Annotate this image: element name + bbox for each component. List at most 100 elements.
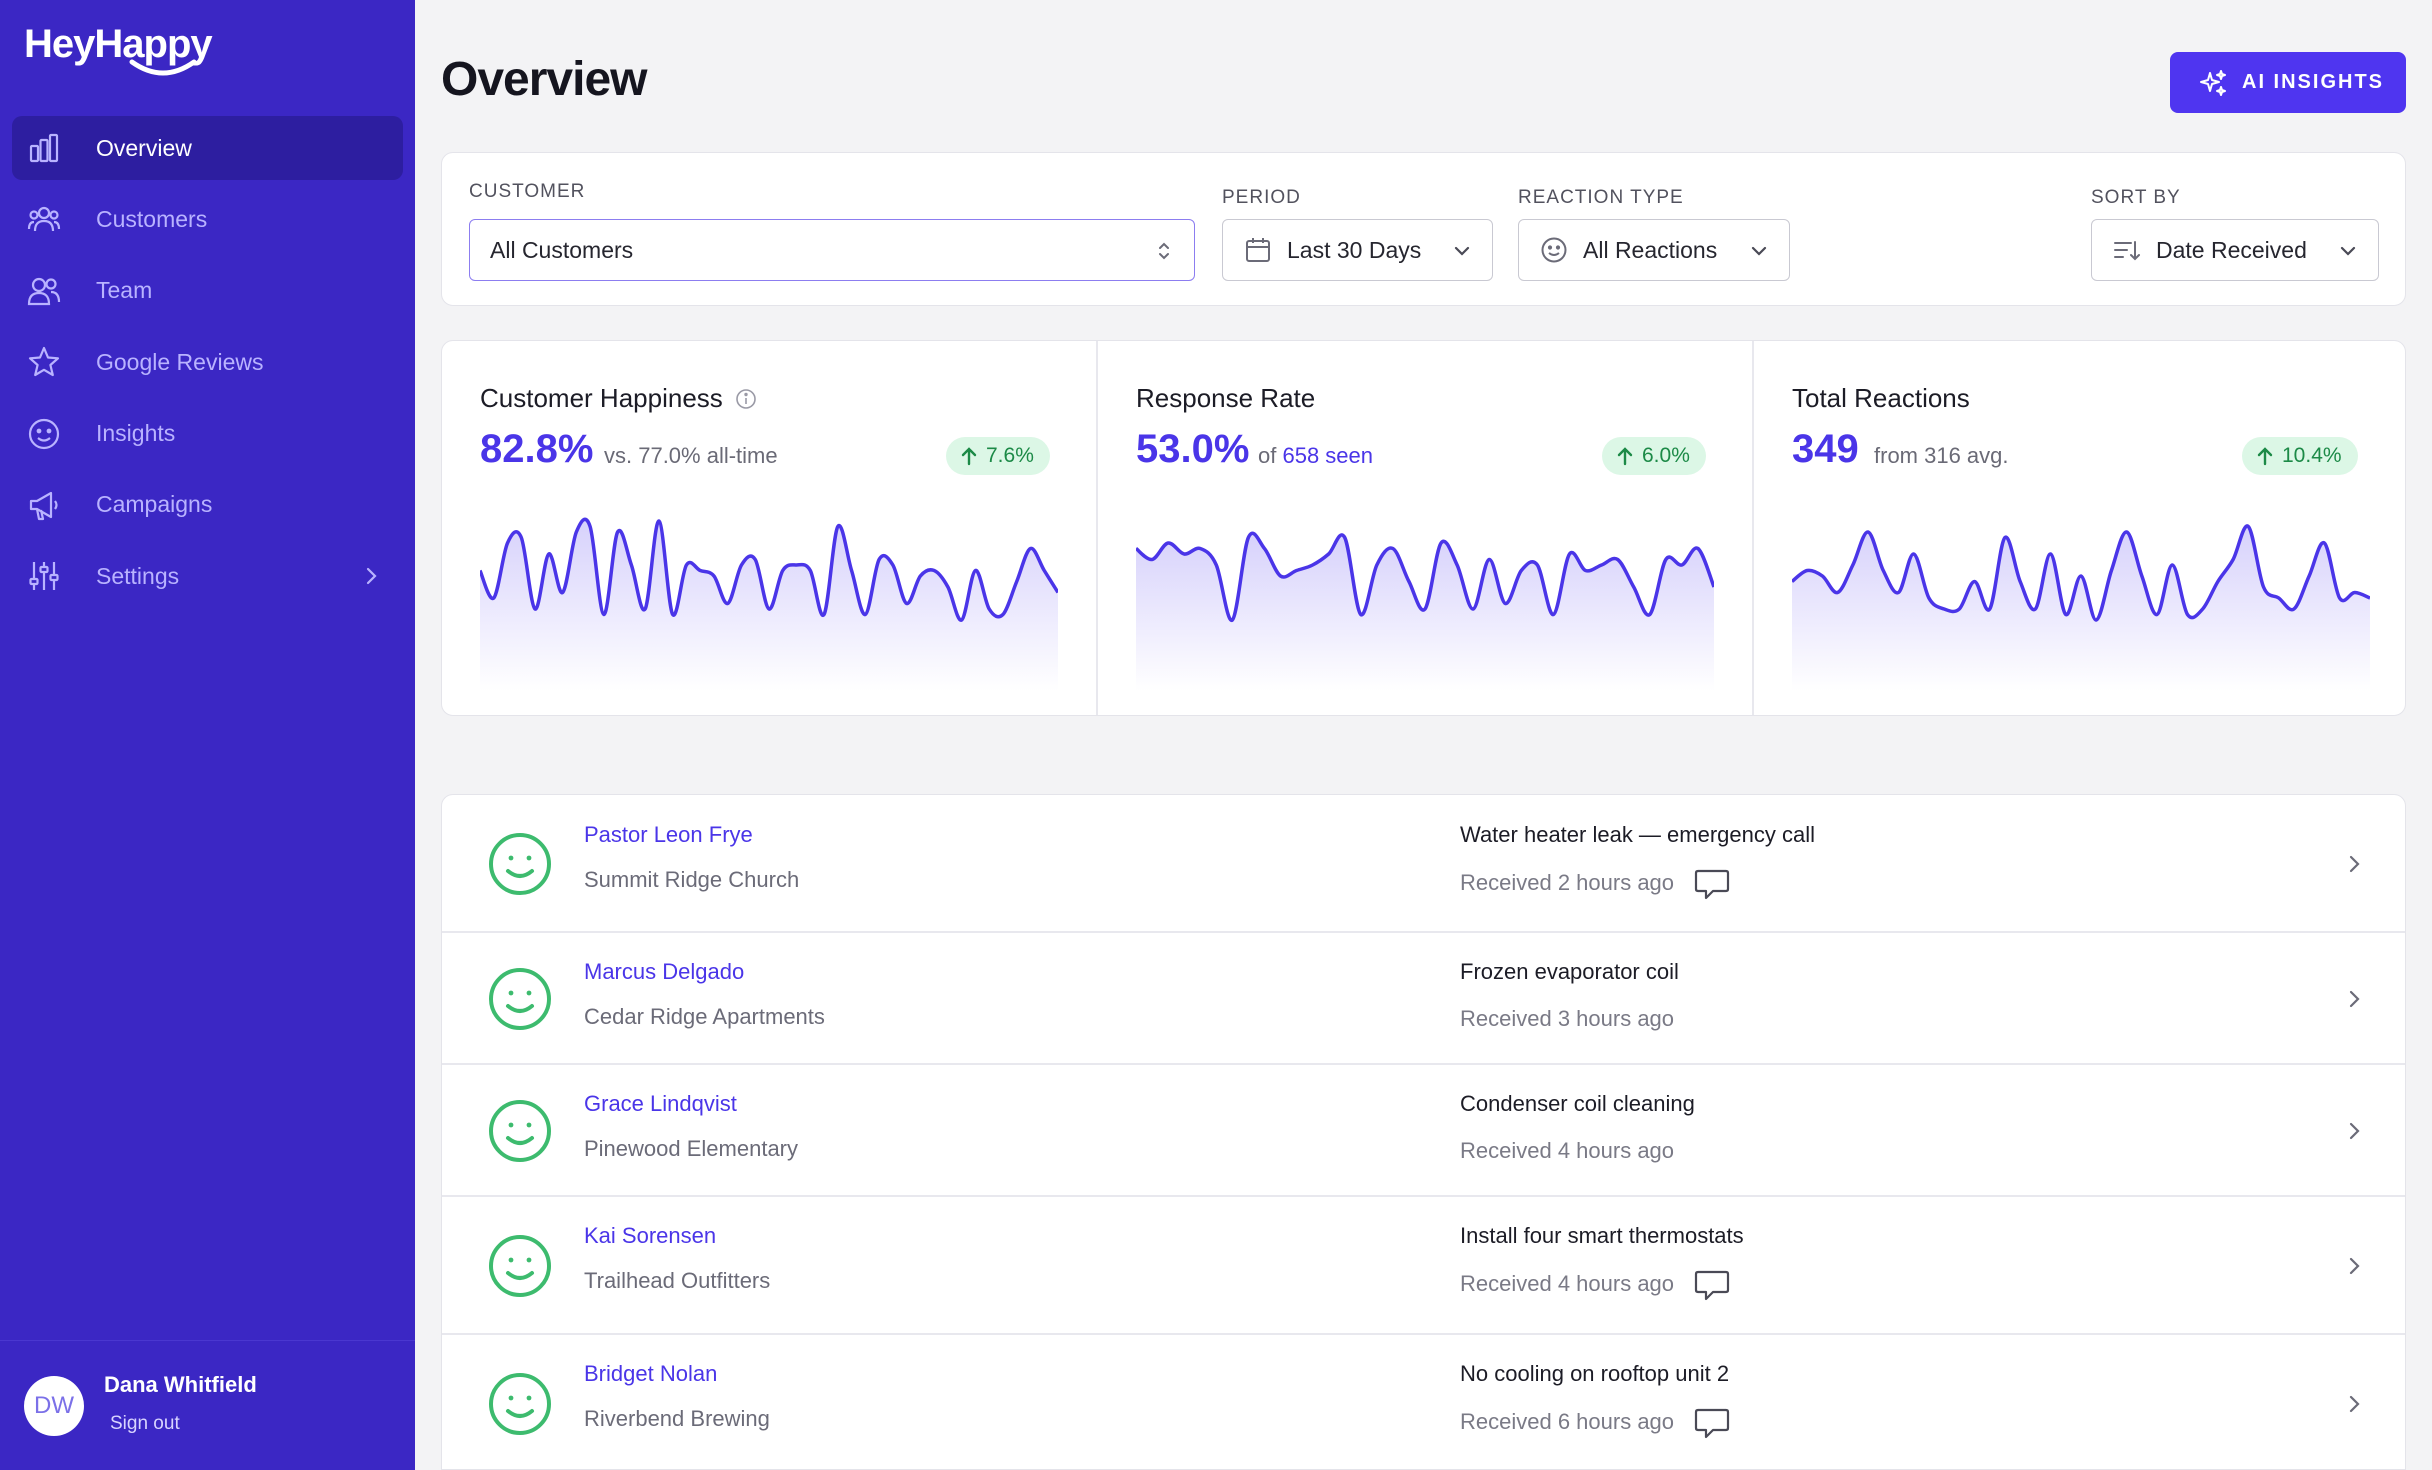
customer-org: Cedar Ridge Apartments [584,1004,825,1029]
sidebar-item-label: Settings [96,562,180,589]
megaphone-icon [26,487,62,523]
sidebar-item-label: Google Reviews [96,348,264,375]
sort-by-select-value: Date Received [2156,236,2307,263]
customer-select[interactable]: All Customers [469,219,1195,281]
response-rate-sparkline [1136,531,1714,691]
change-badge: 10.4% [2242,437,2358,475]
customer-name-link[interactable]: Kai Sorensen [584,1223,717,1248]
stat-title-text: Total Reactions [1792,383,1970,413]
customer-org: Trailhead Outfitters [584,1268,771,1293]
stats-panel: Customer Happiness 82.8% vs. 77.0% all-t… [441,340,2406,716]
received-time: Received 4 hours ago [1460,1138,1675,1163]
sidebar-item-campaigns[interactable]: Campaigns [12,473,403,537]
reactions-list: Pastor Leon Frye Summit Ridge Church Wat… [441,794,2406,1470]
stat-divider [1752,341,1754,715]
job-title: Water heater leak — emergency call [1460,822,1815,847]
chevron-right-icon [2349,1257,2360,1275]
sort-by-select[interactable]: Date Received [2091,219,2379,281]
customer-name-link[interactable]: Pastor Leon Frye [584,822,753,847]
sparkline-line [1136,531,1714,622]
chevron-down-icon [1751,246,1767,256]
happy-face-icon [489,1235,551,1297]
change-badge: 6.0% [1602,437,1706,475]
chevron-right-icon [2349,990,2360,1008]
sidebar-item-team[interactable]: Team [12,259,403,323]
chevron-right-icon [366,568,377,585]
customer-org: Riverbend Brewing [584,1406,770,1431]
sidebar-nav: Overview Customers Team Google Reviews I… [12,116,403,616]
stat-divider [1096,341,1098,715]
bar-chart-icon [26,130,62,166]
stat-customer-happiness: Customer Happiness 82.8% vs. 77.0% all-t… [442,341,1097,715]
customer-org: Pinewood Elementary [584,1136,799,1161]
customer-org: Summit Ridge Church [584,867,800,892]
sidebar-item-label: Insights [96,420,176,447]
job-title: No cooling on rooftop unit 2 [1460,1361,1730,1386]
stat-value: 53.0% [1136,427,1250,471]
filter-bar: CUSTOMER All Customers PERIOD Last 30 Da… [441,152,2406,306]
arrow-up-icon [2257,447,2273,466]
sidebar: HeyHappy Overview Customers Team G [0,0,415,1470]
sidebar-item-label: Team [96,277,153,304]
sidebar-item-settings[interactable]: Settings [12,544,403,608]
received-time: Received 2 hours ago [1460,870,1675,895]
sidebar-divider [0,1340,415,1341]
sort-by-label: SORT BY [2091,187,2181,208]
sidebar-item-overview[interactable]: Overview [12,116,403,180]
sidebar-item-google-reviews[interactable]: Google Reviews [12,330,403,394]
sparkline-line [480,517,1058,622]
list-item[interactable]: Grace Lindqvist Pinewood Elementary Cond… [442,1065,2405,1197]
stat-title: Customer Happiness [480,383,757,414]
reaction-type-select[interactable]: All Reactions [1518,219,1790,281]
stat-title-text: Customer Happiness [480,383,723,413]
customer-name-link[interactable]: Grace Lindqvist [584,1091,737,1116]
sign-out-link[interactable]: Sign out [110,1413,180,1434]
job-title: Install four smart thermostats [1460,1223,1744,1248]
app-logo[interactable]: HeyHappy [24,22,213,66]
calendar-icon [1243,235,1273,265]
list-item[interactable]: Marcus Delgado Cedar Ridge Apartments Fr… [442,933,2405,1065]
comment-bubble-icon[interactable] [1693,1406,1731,1442]
reaction-type-filter-label: REACTION TYPE [1518,187,1684,208]
list-item[interactable]: Bridget Nolan Riverbend Brewing No cooli… [442,1335,2405,1469]
arrow-up-icon [1617,447,1633,466]
happy-face-icon [489,968,551,1030]
period-select[interactable]: Last 30 Days [1222,219,1493,281]
happy-face-icon [489,833,551,895]
received-time: Received 3 hours ago [1460,1006,1675,1031]
stat-comparison: of 658 seen [1258,443,1373,469]
stat-value: 349 [1792,427,1859,471]
comment-bubble-icon[interactable] [1693,867,1731,903]
avatar[interactable]: DW [24,1376,84,1436]
page-title: Overview [441,53,647,106]
stat-response-rate: Response Rate 53.0% of 658 seen 6.0% [1098,341,1753,715]
sidebar-item-label: Customers [96,205,208,232]
ai-insights-button[interactable]: AI INSIGHTS [2170,52,2406,113]
customer-name-link[interactable]: Marcus Delgado [584,959,745,984]
arrow-up-icon [961,447,977,466]
sidebar-item-label: Overview [96,134,192,161]
sliders-icon [26,558,62,594]
sidebar-item-insights[interactable]: Insights [12,402,403,466]
up-down-chevron-icon [1159,242,1169,260]
job-title: Condenser coil cleaning [1460,1091,1695,1116]
customer-filter-label: CUSTOMER [469,181,586,202]
customer-name-link[interactable]: Bridget Nolan [584,1361,718,1386]
list-item[interactable]: Kai Sorensen Trailhead Outfitters Instal… [442,1197,2405,1335]
change-badge: 7.6% [946,437,1050,475]
total-reactions-sparkline [1792,524,2370,691]
seen-count-link[interactable]: 658 seen [1282,443,1373,468]
sparkline-area [1792,526,2370,691]
stat-value: 82.8% [480,427,594,471]
chevron-down-icon [1454,246,1470,256]
stat-comparison: from 316 avg. [1874,443,2009,468]
info-icon[interactable] [735,388,757,410]
list-item[interactable]: Pastor Leon Frye Summit Ridge Church Wat… [442,795,2405,933]
sparkles-icon [2200,69,2226,96]
stat-title-text: Response Rate [1136,383,1316,413]
happy-face-icon [489,1373,551,1435]
sparkline-area [480,519,1058,691]
comment-bubble-icon[interactable] [1693,1268,1731,1304]
change-value: 7.6% [986,444,1034,467]
sidebar-item-customers[interactable]: Customers [12,187,403,251]
